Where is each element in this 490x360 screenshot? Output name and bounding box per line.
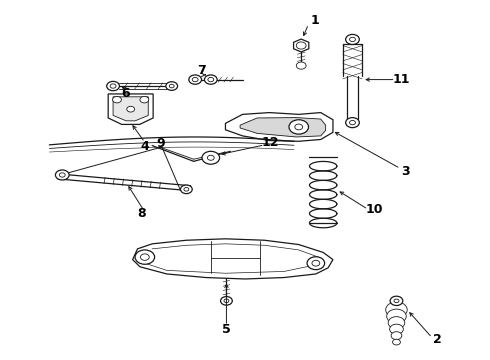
Circle shape xyxy=(59,173,65,177)
Circle shape xyxy=(220,297,232,305)
Circle shape xyxy=(390,296,403,306)
Circle shape xyxy=(127,106,135,112)
Text: 11: 11 xyxy=(392,73,410,86)
Text: 3: 3 xyxy=(401,165,410,178)
Circle shape xyxy=(224,299,229,303)
Circle shape xyxy=(208,77,214,82)
Text: 10: 10 xyxy=(365,203,383,216)
Circle shape xyxy=(166,82,177,90)
Text: 9: 9 xyxy=(157,137,165,150)
Circle shape xyxy=(113,96,122,103)
Circle shape xyxy=(392,339,400,345)
Circle shape xyxy=(349,121,355,125)
Circle shape xyxy=(386,302,407,318)
Circle shape xyxy=(204,75,217,84)
Polygon shape xyxy=(108,94,153,125)
Polygon shape xyxy=(294,39,309,52)
Circle shape xyxy=(345,35,359,44)
Text: 7: 7 xyxy=(196,64,205,77)
Circle shape xyxy=(180,185,192,194)
Text: 8: 8 xyxy=(137,207,146,220)
Circle shape xyxy=(307,257,325,270)
Circle shape xyxy=(295,124,303,130)
Circle shape xyxy=(387,309,406,323)
Circle shape xyxy=(349,37,355,41)
Circle shape xyxy=(207,155,214,160)
Circle shape xyxy=(391,332,402,339)
Circle shape xyxy=(189,75,201,84)
Text: 5: 5 xyxy=(222,323,231,336)
Polygon shape xyxy=(133,239,333,279)
Circle shape xyxy=(202,151,220,164)
Circle shape xyxy=(296,62,306,69)
Circle shape xyxy=(289,120,309,134)
Circle shape xyxy=(388,317,405,329)
Circle shape xyxy=(394,299,399,303)
Text: 6: 6 xyxy=(121,87,129,100)
Circle shape xyxy=(107,81,120,91)
Circle shape xyxy=(110,84,116,88)
Text: 2: 2 xyxy=(433,333,441,346)
Circle shape xyxy=(296,42,306,49)
Polygon shape xyxy=(240,118,326,137)
Circle shape xyxy=(141,254,149,260)
Circle shape xyxy=(192,77,198,82)
Circle shape xyxy=(345,118,359,128)
Text: 12: 12 xyxy=(262,136,279,149)
Text: 1: 1 xyxy=(311,14,319,27)
Polygon shape xyxy=(225,113,333,141)
Circle shape xyxy=(169,84,174,88)
Circle shape xyxy=(140,96,149,103)
Polygon shape xyxy=(113,97,148,121)
Circle shape xyxy=(135,250,155,264)
Circle shape xyxy=(184,188,189,191)
Circle shape xyxy=(312,260,320,266)
Circle shape xyxy=(390,324,403,334)
Text: 4: 4 xyxy=(141,140,149,153)
Circle shape xyxy=(55,170,69,180)
